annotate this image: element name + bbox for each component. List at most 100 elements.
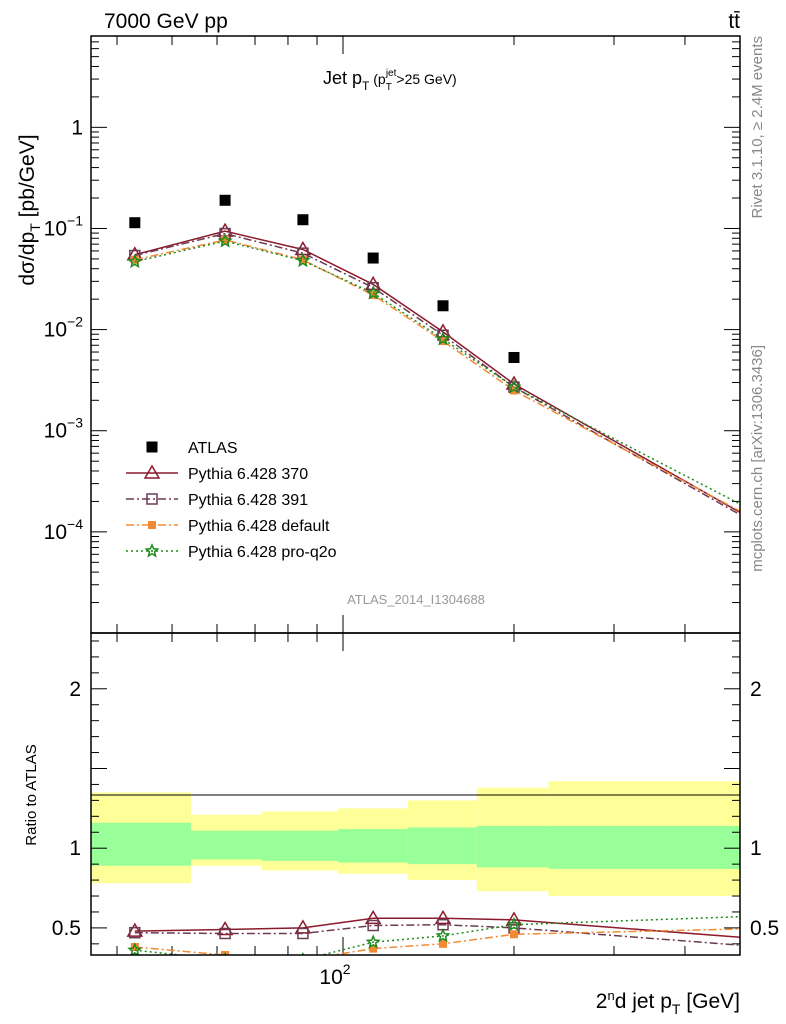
header-left: 7000 GeV pp <box>104 10 228 33</box>
data-point <box>780 535 786 545</box>
ratio-point <box>130 943 139 952</box>
ratio-point <box>435 927 451 943</box>
ratio-axis-ticks: 0.5 0.5 1 1 2 2 102 <box>52 633 779 989</box>
ratio-point <box>294 919 312 934</box>
data-point <box>437 300 449 312</box>
ratio-point <box>369 944 378 953</box>
ratio-panel: 0.5 0.5 1 1 2 2 102 <box>52 632 786 989</box>
ratio-point <box>506 916 522 932</box>
main-panel: 10−4 10−3 10−2 10−1 1 <box>44 35 786 634</box>
ratio-point <box>781 924 786 932</box>
ratio-y-tick-label-right: 2 <box>750 678 762 701</box>
ratio-y-tick-label: 2 <box>69 678 81 701</box>
mcplots-label: mcplots.cern.ch [arXiv:1306.3436] <box>749 345 766 572</box>
data-point <box>508 351 520 363</box>
data-point <box>298 255 307 264</box>
y-tick-label: 1 <box>71 116 83 139</box>
ratio-series-3 <box>127 909 786 955</box>
header-right: tt̄ <box>728 10 740 33</box>
stat-band <box>338 829 408 863</box>
data-point <box>781 531 786 539</box>
ratio-point <box>219 927 231 940</box>
legend-label: ATLAS <box>188 440 238 457</box>
data-point <box>219 194 231 206</box>
stat-band <box>476 825 549 868</box>
series-line <box>134 239 740 512</box>
ratio-point <box>439 939 448 948</box>
ratio-point <box>434 909 452 925</box>
rivet-label: Rivet 3.1.10, ≥ 2.4M events <box>749 36 766 219</box>
ratio-line <box>134 915 740 955</box>
series-4 <box>127 233 786 532</box>
legend-item: ATLAS <box>146 440 238 457</box>
ratio-point <box>367 919 379 932</box>
legend-label: Pythia 6.428 default <box>188 518 330 535</box>
ratio-series-1 <box>129 918 740 946</box>
ratio-y-label: Ratio to ATLAS <box>23 744 40 845</box>
ratio-point <box>365 934 381 949</box>
stat-band <box>191 830 262 860</box>
ratio-y-tick-label-right: 0.5 <box>750 917 779 940</box>
ratio-y-tick-label: 0.5 <box>52 917 81 940</box>
legend-label: Pythia 6.428 391 <box>188 492 308 509</box>
data-point <box>221 235 230 244</box>
main-series <box>126 194 786 545</box>
data-point <box>127 253 143 269</box>
ratio-line <box>134 923 740 946</box>
ratio-frame <box>90 632 741 956</box>
ratio-bands <box>91 781 740 897</box>
stat-band <box>407 827 477 865</box>
series-line <box>134 240 740 505</box>
chart-title: Jet pT (pTjet>25 GeV) <box>323 68 457 93</box>
legend: ATLAS Pythia 6.428 370 Pythia 6.428 391 Pyt… <box>126 440 337 561</box>
ratio-point <box>299 956 307 964</box>
legend-item: Pythia 6.428 default <box>126 518 330 535</box>
ratio-y-tick-label-right: 1 <box>750 837 762 860</box>
ratio-line <box>134 917 740 938</box>
y-tick-label: 10−4 <box>44 516 84 544</box>
ratio-point <box>126 922 144 937</box>
data-point <box>129 217 141 229</box>
legend-label: Pythia 6.428 pro-q2o <box>188 544 337 561</box>
x-axis-label: 2nd jet pT [GeV] <box>596 988 740 1017</box>
data-point <box>506 379 522 394</box>
x-tick-label: 102 <box>319 961 350 989</box>
data-point <box>295 252 311 268</box>
legend-item: Pythia 6.428 370 <box>126 464 308 483</box>
data-point <box>779 521 786 532</box>
ratio-point <box>779 909 786 920</box>
y-axis-label: dσ/dpT [pb/GeV] <box>16 134 43 285</box>
ratio-point <box>127 942 143 955</box>
data-point <box>217 233 233 248</box>
series-0 <box>129 194 786 507</box>
legend-marker <box>146 441 158 453</box>
ratio-point <box>297 927 309 940</box>
data-point <box>367 252 379 264</box>
ratio-point <box>505 911 523 926</box>
y-tick-label: 10−2 <box>44 314 84 342</box>
y-tick-label: 10−1 <box>44 212 84 240</box>
svg-text:Jet pT (pTjet>25 GeV): Jet pT (pTjet>25 GeV) <box>323 68 457 93</box>
y-tick-label: 10−3 <box>44 415 84 443</box>
legend-marker <box>143 464 161 479</box>
analysis-id: ATLAS_2014_I1304688 <box>347 592 485 607</box>
data-point <box>778 531 786 543</box>
legend-marker <box>144 543 160 558</box>
legend-item: Pythia 6.428 391 <box>126 492 308 509</box>
legend-item: Pythia 6.428 pro-q2o <box>126 543 337 561</box>
legend-marker <box>148 521 156 529</box>
svg-text:2nd jet pT [GeV]: 2nd jet pT [GeV] <box>596 988 740 1017</box>
data-point <box>779 496 786 507</box>
stat-band <box>548 825 740 869</box>
series-line <box>134 230 740 514</box>
legend-label: Pythia 6.428 370 <box>188 466 308 483</box>
ratio-point <box>509 930 518 939</box>
ratio-y-tick-label: 1 <box>69 837 81 860</box>
data-point <box>435 330 451 346</box>
stat-band <box>91 822 192 866</box>
data-point <box>297 214 309 226</box>
ratio-series <box>126 909 786 964</box>
legend-marker <box>146 493 158 505</box>
data-point <box>365 285 381 300</box>
